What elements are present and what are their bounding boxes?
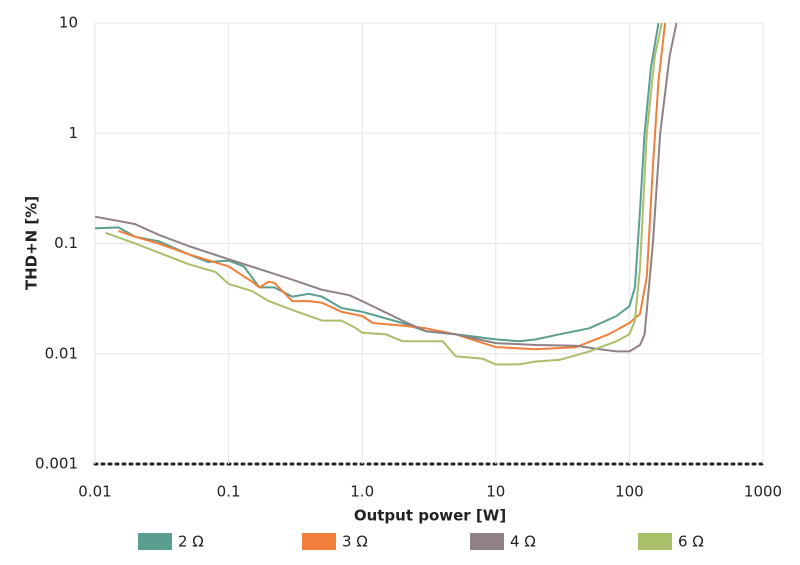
legend-swatch xyxy=(302,533,336,550)
x-tick-label: 1000 xyxy=(744,483,782,501)
legend-swatch xyxy=(638,533,672,550)
series-line xyxy=(94,22,660,343)
legend-swatch xyxy=(470,533,504,550)
x-tick-label: 1.0 xyxy=(350,483,374,501)
x-axis-label: Output power [W] xyxy=(354,507,506,525)
series-line xyxy=(94,22,678,353)
y-tick-label: 0.1 xyxy=(54,234,78,252)
y-tick-label: 0.001 xyxy=(35,455,78,473)
y-axis-label: THD+N [%] xyxy=(23,196,41,290)
legend-swatch xyxy=(138,533,172,550)
legend-label: 4 Ω xyxy=(510,533,536,551)
x-tick-label: 10 xyxy=(486,483,505,501)
series-line xyxy=(105,22,663,366)
y-tick-label: 10 xyxy=(59,14,78,32)
y-tick-label: 1 xyxy=(68,124,78,142)
series-line xyxy=(118,22,667,351)
legend-label: 2 Ω xyxy=(178,533,204,551)
x-tick-label: 0.1 xyxy=(217,483,241,501)
x-tick-label: 100 xyxy=(615,483,644,501)
legend-label: 6 Ω xyxy=(678,533,704,551)
legend-label: 3 Ω xyxy=(342,533,368,551)
x-tick-label: 0.01 xyxy=(78,483,111,501)
y-tick-label: 0.01 xyxy=(45,344,78,362)
